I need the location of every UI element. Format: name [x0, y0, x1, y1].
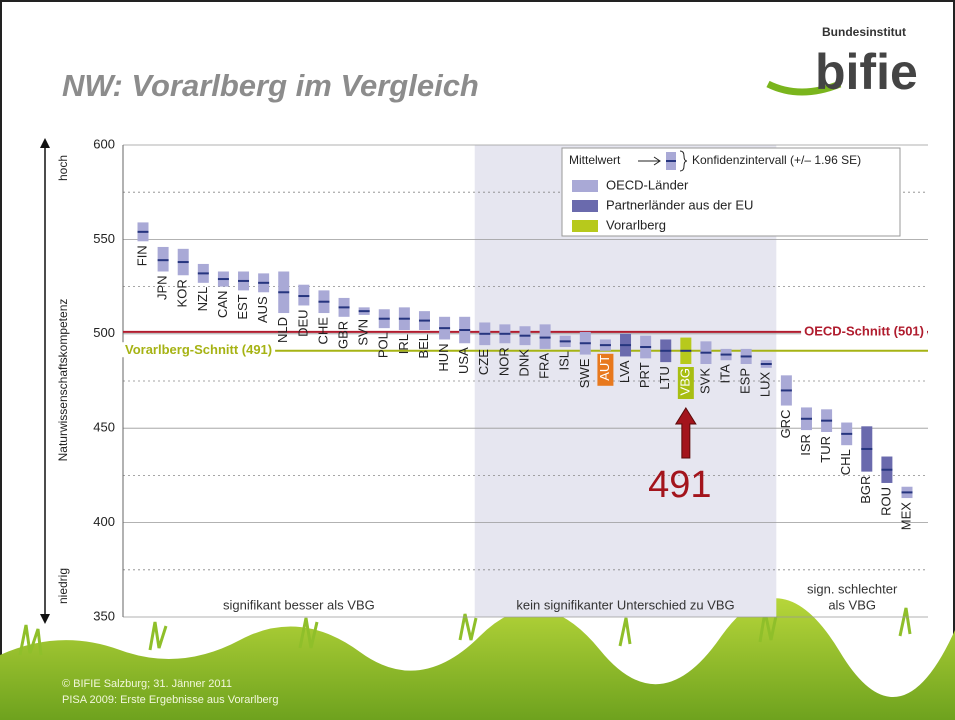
- reference-label-bg: [122, 342, 276, 358]
- x-tick-label: MEX: [898, 502, 913, 531]
- footer-line: © BIFIE Salzburg; 31. Jänner 2011: [62, 678, 232, 690]
- legend-swatch: [572, 180, 598, 192]
- legend-header: Mittelwert: [569, 153, 621, 167]
- x-tick-label: ESP: [738, 368, 753, 394]
- x-tick-label: ISL: [557, 351, 572, 371]
- region-label: sign. schlechter: [807, 581, 898, 596]
- x-tick-label: AUT: [597, 355, 612, 381]
- x-tick-label: SVN: [356, 319, 371, 346]
- x-tick-label: IRL: [396, 334, 411, 354]
- x-tick-label: VBG: [677, 368, 692, 395]
- x-tick-label: BGR: [858, 476, 873, 504]
- annotation-arrow: [674, 407, 697, 459]
- logo-swoosh: [766, 80, 842, 96]
- x-tick-label: USA: [456, 347, 471, 374]
- region-label: als VBG: [828, 597, 876, 612]
- x-tick-label: AUS: [255, 296, 270, 323]
- x-tick-label: BEL: [416, 334, 431, 359]
- y-high-label: hoch: [56, 155, 70, 181]
- x-tick-label: PRT: [637, 362, 652, 388]
- x-tick-label: DNK: [516, 349, 531, 377]
- chart: signifikant besser als VBG kein signifika…: [40, 136, 928, 624]
- label-highlight: [677, 367, 694, 400]
- y-axis-label: Naturwissenschaftskompetenz: [56, 299, 70, 462]
- region-label: signifikant besser als VBG: [223, 597, 375, 612]
- x-tick-label: KOR: [175, 279, 190, 307]
- grass-blades: [18, 607, 912, 656]
- x-tick-label: ROU: [878, 487, 893, 516]
- footer-line: PISA 2009: Erste Ergebnisse aus Vorarlbe…: [62, 694, 278, 706]
- x-tick-label: GRC: [778, 410, 793, 439]
- x-tick-label: POL: [376, 332, 391, 358]
- logo-main: bifie: [815, 44, 918, 100]
- x-tick-label: CHL: [838, 449, 853, 475]
- reference-label-bg: [801, 323, 927, 339]
- x-tick-label: FRA: [537, 353, 552, 379]
- x-tick-label: HUN: [436, 343, 451, 371]
- legend-swatch: [572, 200, 598, 212]
- x-tick-label: SVK: [697, 368, 712, 394]
- region-label: kein signifikanter Unterschied zu VBG: [516, 597, 734, 612]
- y-tick-label: 350: [93, 608, 115, 623]
- x-tick-label: NOR: [496, 347, 511, 376]
- x-tick-label: JPN: [155, 275, 170, 300]
- legend-label: OECD-Länder: [606, 177, 689, 192]
- y-low-label: niedrig: [56, 568, 70, 604]
- reference-label: OECD-Schnitt (501): [804, 323, 924, 338]
- x-tick-label: CAN: [215, 291, 230, 318]
- slide-title: NW: Vorarlberg im Vergleich: [62, 68, 479, 103]
- x-tick-label: CZE: [476, 349, 491, 375]
- x-tick-label: NZL: [195, 287, 210, 312]
- y-tick-label: 400: [93, 514, 115, 529]
- legend-box: [561, 147, 901, 237]
- y-tick-label: 500: [93, 325, 115, 340]
- legend: Mittelwert Konfidenzintervall (+/– 1.96 S…: [561, 147, 901, 237]
- annotation-label: 491: [648, 464, 711, 506]
- legend-header: Konfidenzintervall (+/– 1.96 SE): [692, 153, 861, 167]
- x-tick-label: GBR: [335, 321, 350, 349]
- legend-arrow: [638, 156, 661, 166]
- x-tick-label: SWE: [577, 358, 592, 388]
- x-tick-label: ITA: [717, 364, 732, 384]
- legend-label: Partnerländer aus der EU: [606, 197, 753, 212]
- x-tick-label: FIN: [134, 245, 149, 266]
- legend-brace: [679, 150, 688, 172]
- x-tick-label: LTU: [657, 366, 672, 390]
- x-tick-label: TUR: [818, 436, 833, 463]
- y-tick-label: 600: [93, 136, 115, 151]
- x-tick-label: ISR: [798, 434, 813, 456]
- reference-label: Vorarlberg-Schnitt (491): [125, 342, 272, 357]
- logo-top: Bundesinstitut: [822, 25, 906, 39]
- x-tick-label: NLD: [275, 317, 290, 343]
- y-tick-label: 450: [93, 420, 115, 435]
- label-highlight: [597, 353, 614, 386]
- legend-swatch: [572, 220, 598, 232]
- x-tick-label: LUX: [758, 371, 773, 397]
- grass-band: [0, 598, 955, 720]
- legend-label: Vorarlberg: [606, 217, 666, 232]
- x-tick-label: DEU: [295, 309, 310, 336]
- x-tick-label: CHE: [315, 317, 330, 345]
- x-tick-label: EST: [235, 294, 250, 319]
- x-tick-label: LVA: [617, 360, 632, 383]
- y-tick-label: 550: [93, 231, 115, 246]
